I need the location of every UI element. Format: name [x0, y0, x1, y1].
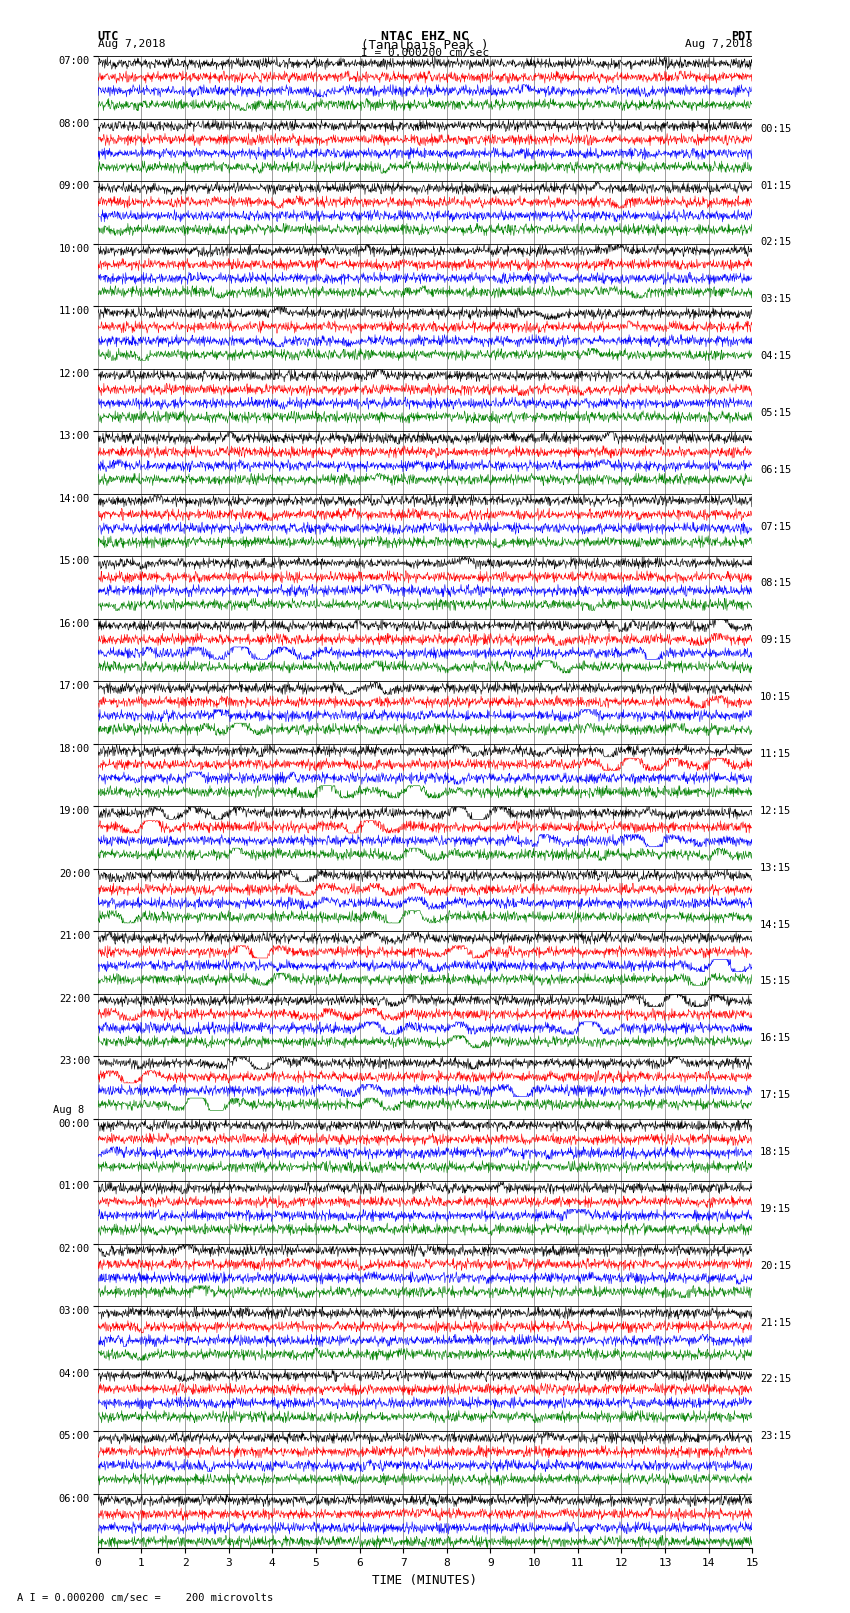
Text: Aug 7,2018: Aug 7,2018 — [685, 39, 752, 48]
Text: A I = 0.000200 cm/sec =    200 microvolts: A I = 0.000200 cm/sec = 200 microvolts — [17, 1594, 273, 1603]
Text: NTAC EHZ NC: NTAC EHZ NC — [381, 31, 469, 44]
Text: UTC: UTC — [98, 31, 119, 44]
Text: Aug 7,2018: Aug 7,2018 — [98, 39, 165, 48]
Text: Aug 8: Aug 8 — [54, 1105, 85, 1115]
Text: I = 0.000200 cm/sec: I = 0.000200 cm/sec — [361, 48, 489, 58]
Text: PDT: PDT — [731, 31, 752, 44]
Text: (Tanalpais Peak ): (Tanalpais Peak ) — [361, 39, 489, 52]
X-axis label: TIME (MINUTES): TIME (MINUTES) — [372, 1574, 478, 1587]
